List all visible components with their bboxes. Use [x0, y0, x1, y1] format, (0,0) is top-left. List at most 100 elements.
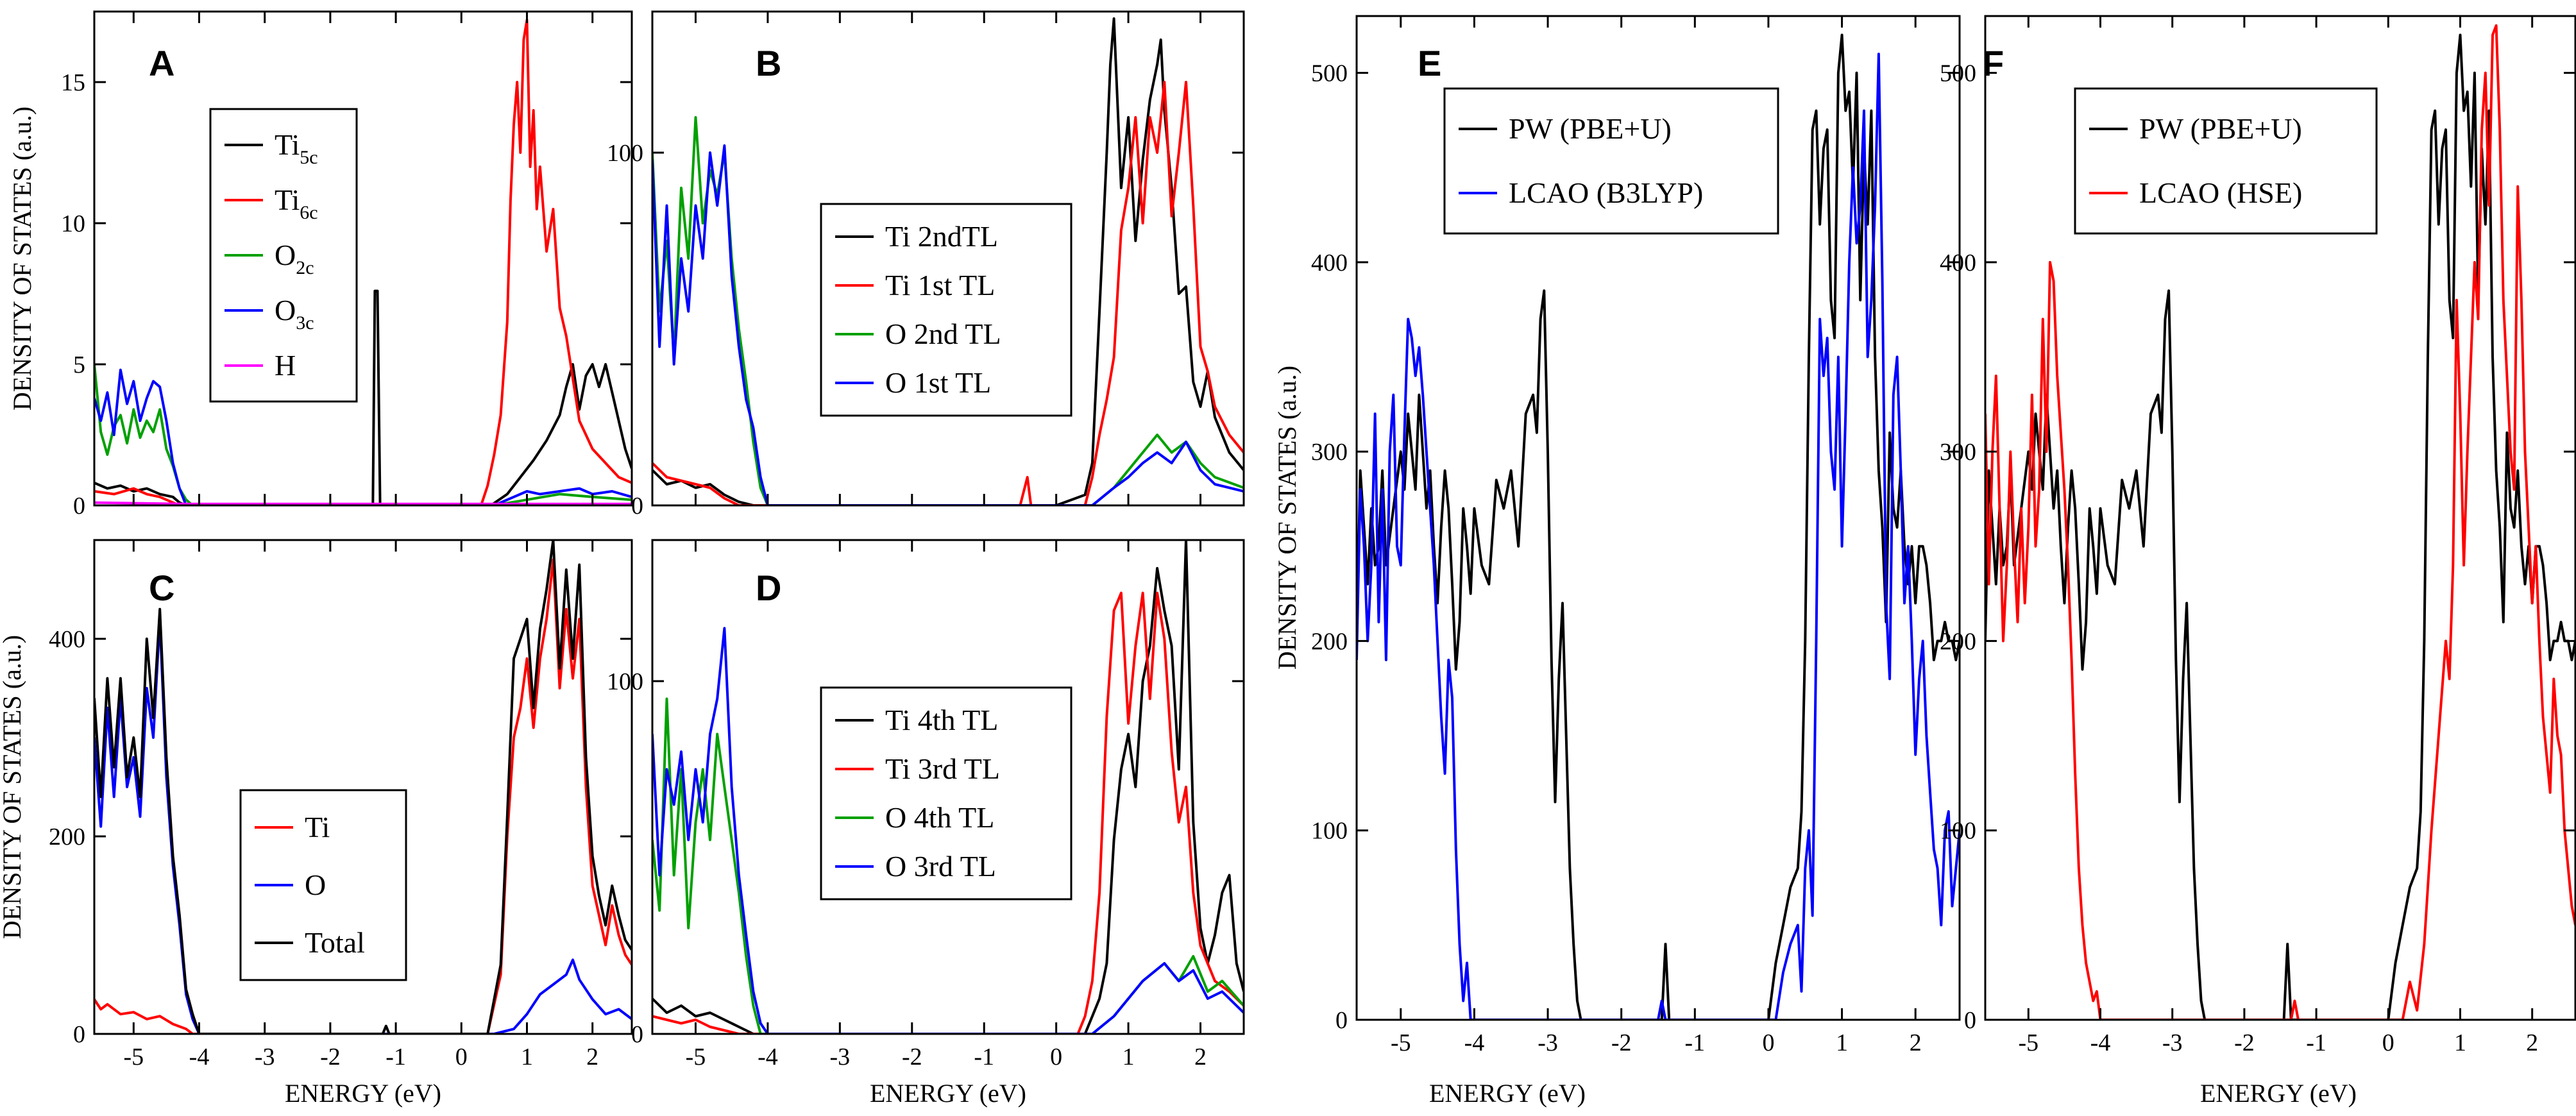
y-tick-label: 0 [631, 493, 643, 520]
series-group [1357, 33, 1960, 1020]
legend: Ti O Total [239, 789, 407, 981]
x-tick-label: -5 [686, 1044, 706, 1070]
y-tick-label: 300 [1311, 439, 1348, 466]
panel-label: F [1982, 43, 2004, 83]
x-tick-label: 2 [1194, 1044, 1207, 1070]
series-group [94, 19, 632, 505]
x-tick-label: 2 [586, 1044, 598, 1070]
y-tick-label: 5 [73, 351, 85, 378]
x-axis-label: ENERGY (eV) [870, 1079, 1026, 1108]
y-tick-label: 400 [1940, 249, 1976, 276]
legend: Ti5c Ti6c O2c O3c H [209, 108, 358, 403]
plot-frame [1355, 15, 1961, 1021]
panel-label: C [149, 568, 174, 608]
panel-c: -5 -4 -3 -2 -1 0 1 2 0 200 400 C DENSITY OF STATES (… [0, 539, 633, 1108]
y-tick-label: 300 [1940, 439, 1976, 466]
y-tick-label: 200 [49, 824, 85, 850]
x-tick-label: 0 [1050, 1044, 1062, 1070]
legend-box [209, 108, 358, 403]
x-tick-label: -4 [2090, 1029, 2111, 1056]
x-tick-label: 0 [2382, 1029, 2394, 1056]
legend: PW (PBE+U) LCAO (HSE) [2074, 87, 2378, 235]
series-line-o-1st-tl [652, 144, 1244, 505]
plot-frame [93, 10, 633, 507]
x-tick-label: -2 [320, 1044, 341, 1070]
y-tick-label: 10 [61, 210, 85, 237]
y-tick-label: 100 [1940, 818, 1976, 845]
legend-entry: O3c [275, 294, 314, 334]
panel-label: A [149, 43, 174, 83]
series-group [94, 540, 632, 1034]
x-tick-label: -3 [1538, 1029, 1558, 1056]
legend-box [820, 686, 1072, 900]
series-line-ti-1st-tl [652, 81, 1244, 505]
series-line-lcao-hse- [1985, 24, 2575, 1020]
legend-box [2074, 87, 2378, 235]
panel-e: -5 -4 -3 -2 -1 0 1 2 0 100 200 300 400 500 E DENSITY OF… [1273, 15, 1961, 1108]
x-tick-label: 2 [2526, 1029, 2538, 1056]
legend-box [1443, 87, 1779, 235]
legend: PW (PBE+U) LCAO (B3LYP) [1443, 87, 1779, 235]
y-tick-label: 100 [1311, 818, 1348, 845]
series-line-o2c [94, 364, 632, 505]
y-tick-label: 400 [1311, 249, 1348, 276]
legend-entry: O 4th TL [885, 801, 994, 834]
x-tick-label: -4 [758, 1044, 778, 1070]
x-tick-label: -2 [1611, 1029, 1632, 1056]
series-line-ti-2ndtl [652, 17, 1244, 505]
series-group [652, 17, 1244, 505]
x-tick-label: -4 [189, 1044, 210, 1070]
legend-entry: Ti5c [275, 128, 318, 168]
y-tick-label: 100 [607, 140, 643, 167]
panel-label: E [1418, 43, 1441, 83]
x-tick-label: -1 [1684, 1029, 1705, 1056]
panel-f: -5 -4 -3 -2 -1 0 1 2 0 100 200 300 400 500 F ENERGY (eV… [1940, 15, 2576, 1108]
panel-b: 0 100 B Ti 2ndTL Ti 1st TL O 2nd TL O 1st TL [607, 10, 1245, 520]
x-tick-label: -5 [2018, 1029, 2038, 1056]
series-line-pw-pbe-u- [1357, 33, 1960, 1020]
x-tick-label: -1 [386, 1044, 406, 1070]
panel-label: D [756, 568, 781, 608]
legend: Ti 2ndTL Ti 1st TL O 2nd TL O 1st TL [820, 203, 1072, 417]
x-tick-label: -3 [2162, 1029, 2183, 1056]
x-tick-label: -1 [2306, 1029, 2326, 1056]
series-line-o-2nd-tl [652, 116, 1244, 505]
legend-entry: Ti [305, 811, 330, 843]
y-tick-label: 500 [1311, 60, 1348, 87]
legend-entry: O 1st TL [885, 366, 991, 399]
x-tick-label: -1 [974, 1044, 994, 1070]
x-tick-label: -4 [1464, 1029, 1485, 1056]
series-line-o3c [94, 368, 632, 505]
y-tick-label: 15 [61, 69, 85, 96]
y-tick-label: 0 [73, 493, 85, 520]
x-tick-label: -2 [902, 1044, 922, 1070]
x-tick-label: 1 [1123, 1044, 1135, 1070]
x-tick-label: -3 [830, 1044, 851, 1070]
series-line-ti5c [94, 289, 632, 505]
x-tick-label: 1 [2454, 1029, 2466, 1056]
y-tick-label: 200 [1311, 628, 1348, 655]
series-line-pw-pbe-u- [1985, 33, 2575, 1020]
series-group [1985, 24, 2575, 1020]
series-line-ti [94, 558, 632, 1034]
legend-entry: Ti 1st TL [885, 269, 995, 301]
x-tick-label: 0 [455, 1044, 468, 1070]
legend-entry: Ti 4th TL [885, 704, 998, 736]
plot-frame [93, 539, 633, 1035]
legend-entry: Ti6c [275, 183, 318, 223]
plot-frame [1984, 15, 2576, 1021]
x-tick-label: 0 [1762, 1029, 1774, 1056]
x-tick-label: 1 [521, 1044, 533, 1070]
series-line-o-3rd-tl [652, 627, 1244, 1034]
x-tick-label: -2 [2234, 1029, 2255, 1056]
legend-entry: Ti 2ndTL [885, 220, 998, 253]
series-line-lcao-b3lyp- [1357, 53, 1960, 1020]
legend-entry: Ti 3rd TL [885, 752, 1000, 785]
y-axis-label: DENSITY OF STATES (a.u.) [0, 635, 26, 939]
legend-entry: O2c [275, 239, 314, 278]
y-tick-label: 0 [1964, 1007, 1976, 1034]
legend-entry: H [275, 349, 296, 382]
